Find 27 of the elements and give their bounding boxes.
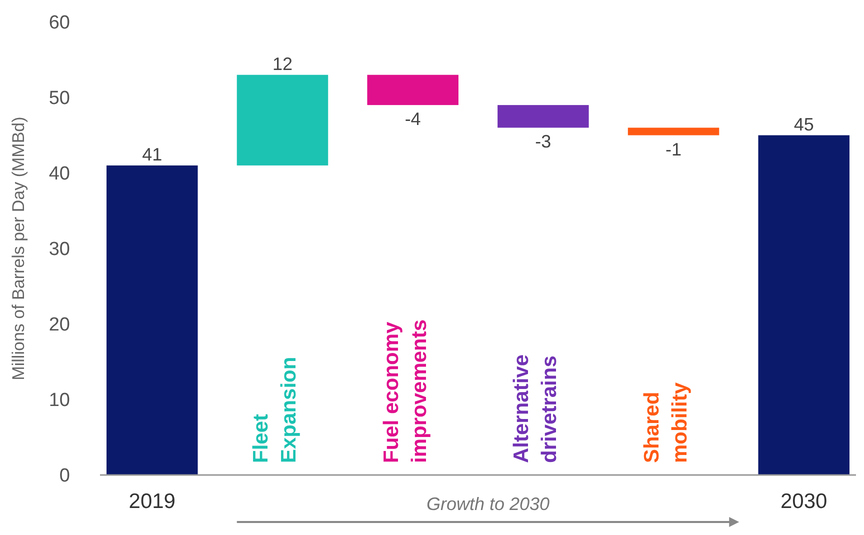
- x-tick-label: Fleet Expansion: [249, 356, 300, 463]
- y-axis-title: Millions of Barrels per Day (MMBd): [9, 116, 28, 380]
- data-label: 45: [794, 114, 814, 134]
- data-label: 12: [272, 54, 292, 74]
- y-tick-label: 0: [59, 466, 70, 487]
- data-label: -3: [535, 132, 552, 152]
- x-tick-label: Fuel economy improvements: [380, 319, 431, 463]
- bar: [758, 135, 850, 475]
- x-tick-label: Shared mobility: [640, 382, 692, 463]
- x-tick-label: Alternative drivetrains: [510, 354, 562, 463]
- y-tick-label: 20: [48, 314, 70, 336]
- data-label: -1: [666, 139, 682, 160]
- y-tick-label: 10: [48, 390, 70, 412]
- text: Growth to 2030: [426, 494, 550, 514]
- y-tick-label: 40: [48, 164, 70, 185]
- bar: [367, 74, 458, 106]
- bar: [628, 128, 720, 136]
- y-tick-label: 30: [48, 239, 70, 260]
- y-tick-label: 50: [48, 88, 70, 110]
- data-label: 41: [142, 144, 162, 164]
- bar: [106, 165, 198, 475]
- bar: [236, 74, 328, 166]
- y-tick-label: 60: [48, 12, 70, 34]
- x-tick-label: 2030: [780, 490, 828, 513]
- bar: [498, 105, 589, 128]
- data-label: -4: [404, 109, 421, 130]
- x-tick-label: 2019: [128, 490, 176, 513]
